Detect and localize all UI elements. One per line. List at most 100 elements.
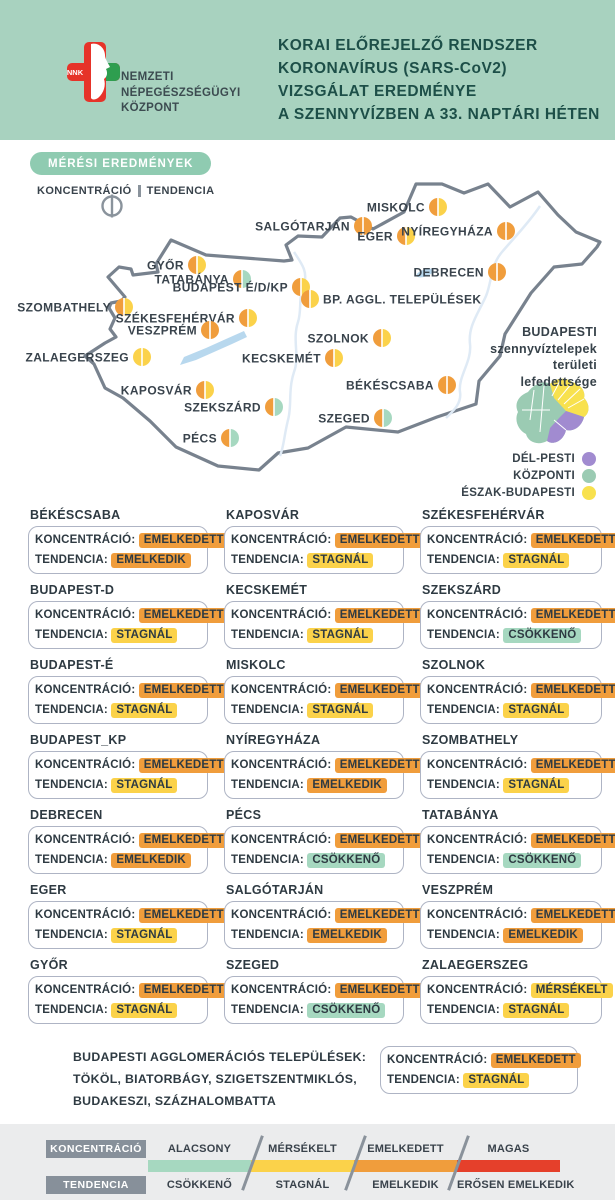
metric-value-highlight: EMELKEDIK <box>111 553 191 568</box>
map-city-marker: SZOLNOK <box>308 329 391 347</box>
result-card-box: KONCENTRÁCIÓ: EMELKEDETT TENDENCIA: STAGN… <box>420 676 615 724</box>
city-card-name: SZÉKESFEHÉRVÁR <box>422 508 545 522</box>
city-card: SZOMBATHELY KONCENTRÁCIÓ: EMELKEDETT TENDE… <box>420 733 615 808</box>
logo-abbr: NNK <box>67 68 84 77</box>
logo-cross-green <box>106 63 120 81</box>
marker-legend-right: TENDENCIA <box>146 185 215 197</box>
city-card: DEBRECEN KONCENTRÁCIÓ: EMELKEDETT TENDENCI… <box>28 808 229 883</box>
marker-tendencia-half <box>334 349 343 367</box>
legend-row-label-tendencia: TENDENCIA <box>46 1176 146 1194</box>
map-city-marker: GYŐR <box>147 256 206 274</box>
result-card-line: TENDENCIA: CSÖKKENŐ <box>231 1000 397 1020</box>
result-card-line: TENDENCIA: STAGNÁL <box>427 700 595 720</box>
tendency-level-label: EMELKEDIK <box>372 1179 439 1191</box>
city-card: VESZPRÉM KONCENTRÁCIÓ: EMELKEDETT TENDENCI… <box>420 883 615 958</box>
city-card-name: DEBRECEN <box>30 808 103 822</box>
inset-legend-label: KÖZPONTI <box>513 469 575 482</box>
metric-value-highlight: CSÖKKENŐ <box>307 1003 386 1018</box>
metric-label: KONCENTRÁCIÓ: <box>35 684 136 696</box>
metric-value-highlight: EMELKEDIK <box>111 853 191 868</box>
metric-value-highlight: EMELKEDETT <box>334 908 425 923</box>
metric-value-highlight: CSÖKKENŐ <box>503 853 582 868</box>
metric-value-highlight: MÉRSÉKELT <box>530 983 613 998</box>
metric-value-highlight: EMELKEDETT <box>334 758 425 773</box>
metric-label: TENDENCIA: <box>427 554 500 566</box>
city-card-name: KECSKEMÉT <box>226 583 308 597</box>
result-card-box: KONCENTRÁCIÓ: EMELKEDETT TENDENCIA: CSÖKK… <box>224 976 425 1024</box>
map-city-label: SALGÓTARJÁN <box>255 219 350 234</box>
city-marker-layer: MISKOLC SALGÓTARJÁN EGER NYÍREGYHÁZA DEBRECE… <box>17 198 515 447</box>
result-card-box: KONCENTRÁCIÓ: EMELKEDETT TENDENCIA: STAGN… <box>224 676 425 724</box>
marker-koncentracio-half <box>201 321 210 339</box>
map-city-label: VESZPRÉM <box>128 323 197 338</box>
concentration-level-label: ALACSONY <box>167 1143 232 1155</box>
results-badge: MÉRÉSI EREDMÉNYEK <box>30 152 212 175</box>
marker-tendencia-half <box>363 217 372 235</box>
city-card-name: VESZPRÉM <box>422 883 494 897</box>
map-city-label: SZEGED <box>318 412 370 426</box>
tendency-level-label: ERŐSEN EMELKEDIK <box>457 1179 575 1191</box>
map-city-label: SZÉKESFEHÉRVÁR <box>116 311 235 326</box>
metric-label: TENDENCIA: <box>35 629 108 641</box>
marker-tendencia-half <box>210 321 219 339</box>
map-city-label: MISKOLC <box>367 201 425 215</box>
marker-tendencia-half <box>274 398 283 416</box>
city-card: SZOLNOK KONCENTRÁCIÓ: EMELKEDETT TENDENCIA… <box>420 658 615 733</box>
city-card-name: GYŐR <box>30 958 69 972</box>
result-card-box: KONCENTRÁCIÓ: EMELKEDETT TENDENCIA: EMELK… <box>224 901 425 949</box>
org-line: KÖZPONT <box>121 102 180 114</box>
map-city-marker: MISKOLC <box>367 198 447 216</box>
inset-title-line: szennyvíztelepek <box>490 341 597 356</box>
metric-label: TENDENCIA: <box>427 704 500 716</box>
title-line: VIZSGÁLAT EREDMÉNYE <box>278 83 477 100</box>
map-city-marker: SZÉKESFEHÉRVÁR <box>116 309 257 327</box>
inset-legend-label: DÉL-PESTI <box>512 452 575 465</box>
metric-value-highlight: EMELKEDETT <box>530 833 615 848</box>
result-card-box: KONCENTRÁCIÓ: EMELKEDETT TENDENCIA: STAGN… <box>420 751 615 799</box>
inset-legend-item: DÉL-PESTI <box>461 450 596 467</box>
marker-koncentracio-half <box>233 270 242 288</box>
map-city-marker: KAPOSVÁR <box>121 381 214 399</box>
result-card-line: TENDENCIA: CSÖKKENŐ <box>427 625 595 645</box>
legend-color-bar <box>148 1160 560 1172</box>
marker-tendencia-half <box>438 198 447 216</box>
metric-value-highlight: STAGNÁL <box>111 628 178 643</box>
inset-legend-color-dot <box>582 468 596 483</box>
metric-value-highlight: EMELKEDETT <box>530 608 615 623</box>
map-city-label: KECSKEMÉT <box>242 351 321 366</box>
metric-label: KONCENTRÁCIÓ: <box>231 834 332 846</box>
marker-tendencia-half <box>142 348 151 366</box>
metric-label: KONCENTRÁCIÓ: <box>35 534 136 546</box>
result-card-line: KONCENTRÁCIÓ: EMELKEDETT <box>427 605 615 625</box>
marker-tendencia-half <box>497 263 506 281</box>
org-line: NÉPEGÉSZSÉGÜGYI <box>121 86 241 99</box>
metric-label: KONCENTRÁCIÓ: <box>231 909 332 921</box>
metric-label: KONCENTRÁCIÓ: <box>427 984 528 996</box>
concentration-level-label: MÉRSÉKELT <box>268 1143 337 1155</box>
map-city-marker: PÉCS <box>183 429 239 447</box>
metric-label: KONCENTRÁCIÓ: <box>427 909 528 921</box>
marker-tendencia-half <box>248 309 257 327</box>
marker-tendencia-half <box>406 227 415 245</box>
city-card-name: KAPOSVÁR <box>226 508 300 522</box>
metric-value-highlight: EMELKEDETT <box>530 533 615 548</box>
legend-bar-segment <box>251 1160 354 1172</box>
marker-koncentracio-half <box>133 348 142 366</box>
city-card: SALGÓTARJÁN KONCENTRÁCIÓ: EMELKEDETT TENDE… <box>224 883 425 958</box>
result-card-box: KONCENTRÁCIÓ: EMELKEDETT TENDENCIA: CSÖKK… <box>420 826 615 874</box>
legend-bar-segment <box>148 1160 251 1172</box>
city-card: BUDAPEST-É KONCENTRÁCIÓ: EMELKEDETT TENDEN… <box>28 658 229 733</box>
result-card-box: KONCENTRÁCIÓ: EMELKEDETT TENDENCIA: STAGN… <box>28 751 229 799</box>
metric-label: KONCENTRÁCIÓ: <box>427 609 528 621</box>
agglomeration-line: BUDAKESZI, SZÁZHALOMBATTA <box>73 1094 277 1108</box>
result-card-line: TENDENCIA: EMELKEDIK <box>427 925 595 945</box>
metric-label: TENDENCIA: <box>387 1074 460 1086</box>
marker-koncentracio-half <box>196 381 205 399</box>
marker-koncentracio-half <box>301 290 310 308</box>
city-cards-grid: BÉKÉSCSABA KONCENTRÁCIÓ: EMELKEDETT TENDEN… <box>28 508 615 1033</box>
inset-district-borders <box>522 380 585 433</box>
map-city-marker: BÉKÉSCSABA <box>346 376 456 394</box>
metric-label: TENDENCIA: <box>231 554 304 566</box>
legend-row-label-koncentracio: KONCENTRÁCIÓ <box>46 1140 146 1158</box>
inset-region-del-pesti <box>547 411 584 443</box>
